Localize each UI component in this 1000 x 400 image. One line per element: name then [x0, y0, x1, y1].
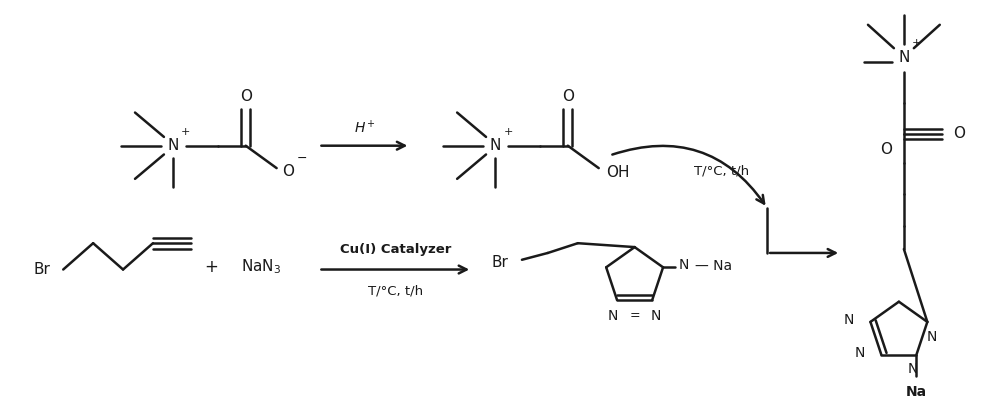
Text: N: N — [926, 330, 937, 344]
Text: H$^+$: H$^+$ — [354, 120, 375, 137]
Text: Cu(I) Catalyzer: Cu(I) Catalyzer — [340, 242, 451, 256]
Text: N: N — [489, 138, 501, 153]
Text: N: N — [167, 138, 179, 153]
Text: N: N — [898, 50, 910, 66]
Text: Br: Br — [492, 255, 508, 270]
Text: NaN$_3$: NaN$_3$ — [241, 257, 281, 276]
Text: Na: Na — [906, 385, 927, 399]
Text: N: N — [907, 362, 918, 376]
Text: O: O — [283, 164, 295, 178]
Text: N: N — [651, 309, 661, 323]
Text: +: + — [204, 258, 218, 276]
Text: N: N — [855, 346, 865, 360]
Text: T/°C, t/h: T/°C, t/h — [368, 284, 423, 298]
Text: N: N — [679, 258, 689, 272]
Text: N: N — [844, 313, 854, 327]
Text: — Na: — Na — [695, 259, 732, 273]
Text: +: + — [181, 127, 191, 137]
Text: =: = — [629, 309, 640, 322]
Text: O: O — [953, 126, 965, 142]
Text: Br: Br — [33, 262, 50, 277]
Text: −: − — [296, 152, 307, 165]
Text: +: + — [912, 38, 922, 48]
Text: O: O — [880, 142, 892, 157]
Text: N: N — [608, 309, 618, 323]
Text: OH: OH — [606, 164, 629, 180]
Text: O: O — [562, 90, 574, 104]
Text: +: + — [503, 127, 513, 137]
Text: O: O — [240, 90, 252, 104]
Text: T/°C, t/h: T/°C, t/h — [694, 164, 749, 178]
